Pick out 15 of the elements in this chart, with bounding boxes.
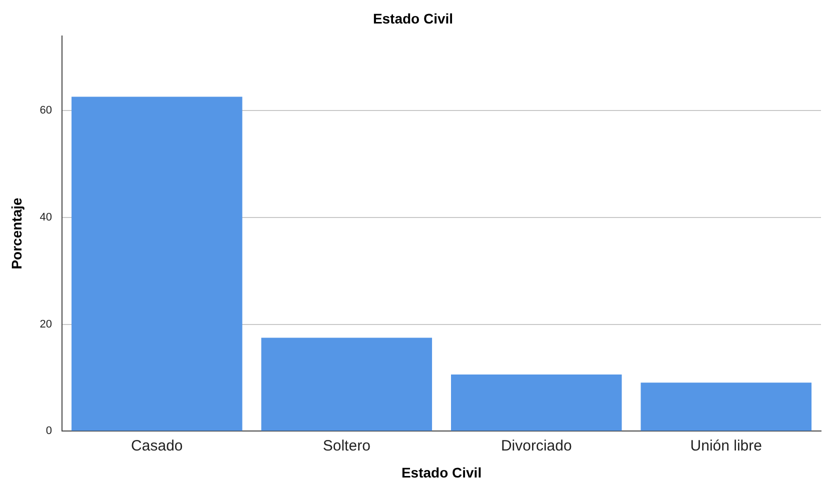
y-tick-label: 60 <box>40 104 52 117</box>
chart-title: Estado Civil <box>372 10 454 26</box>
bar <box>72 96 242 431</box>
y-tick-label: 40 <box>40 212 52 224</box>
bar <box>451 374 622 431</box>
x-tick-label: Casado <box>131 437 183 454</box>
bar <box>261 338 432 431</box>
y-axis-title: Porcentaje <box>8 197 24 270</box>
x-tick-label: Soltero <box>322 437 370 454</box>
bar <box>640 382 812 431</box>
x-tick-label: Unión libre <box>690 437 762 454</box>
x-axis-title: Estado Civil <box>401 464 482 480</box>
x-tick-label: Divorciado <box>500 437 572 454</box>
y-tick-label: 20 <box>40 318 52 330</box>
y-tick-label: 0 <box>46 425 52 438</box>
